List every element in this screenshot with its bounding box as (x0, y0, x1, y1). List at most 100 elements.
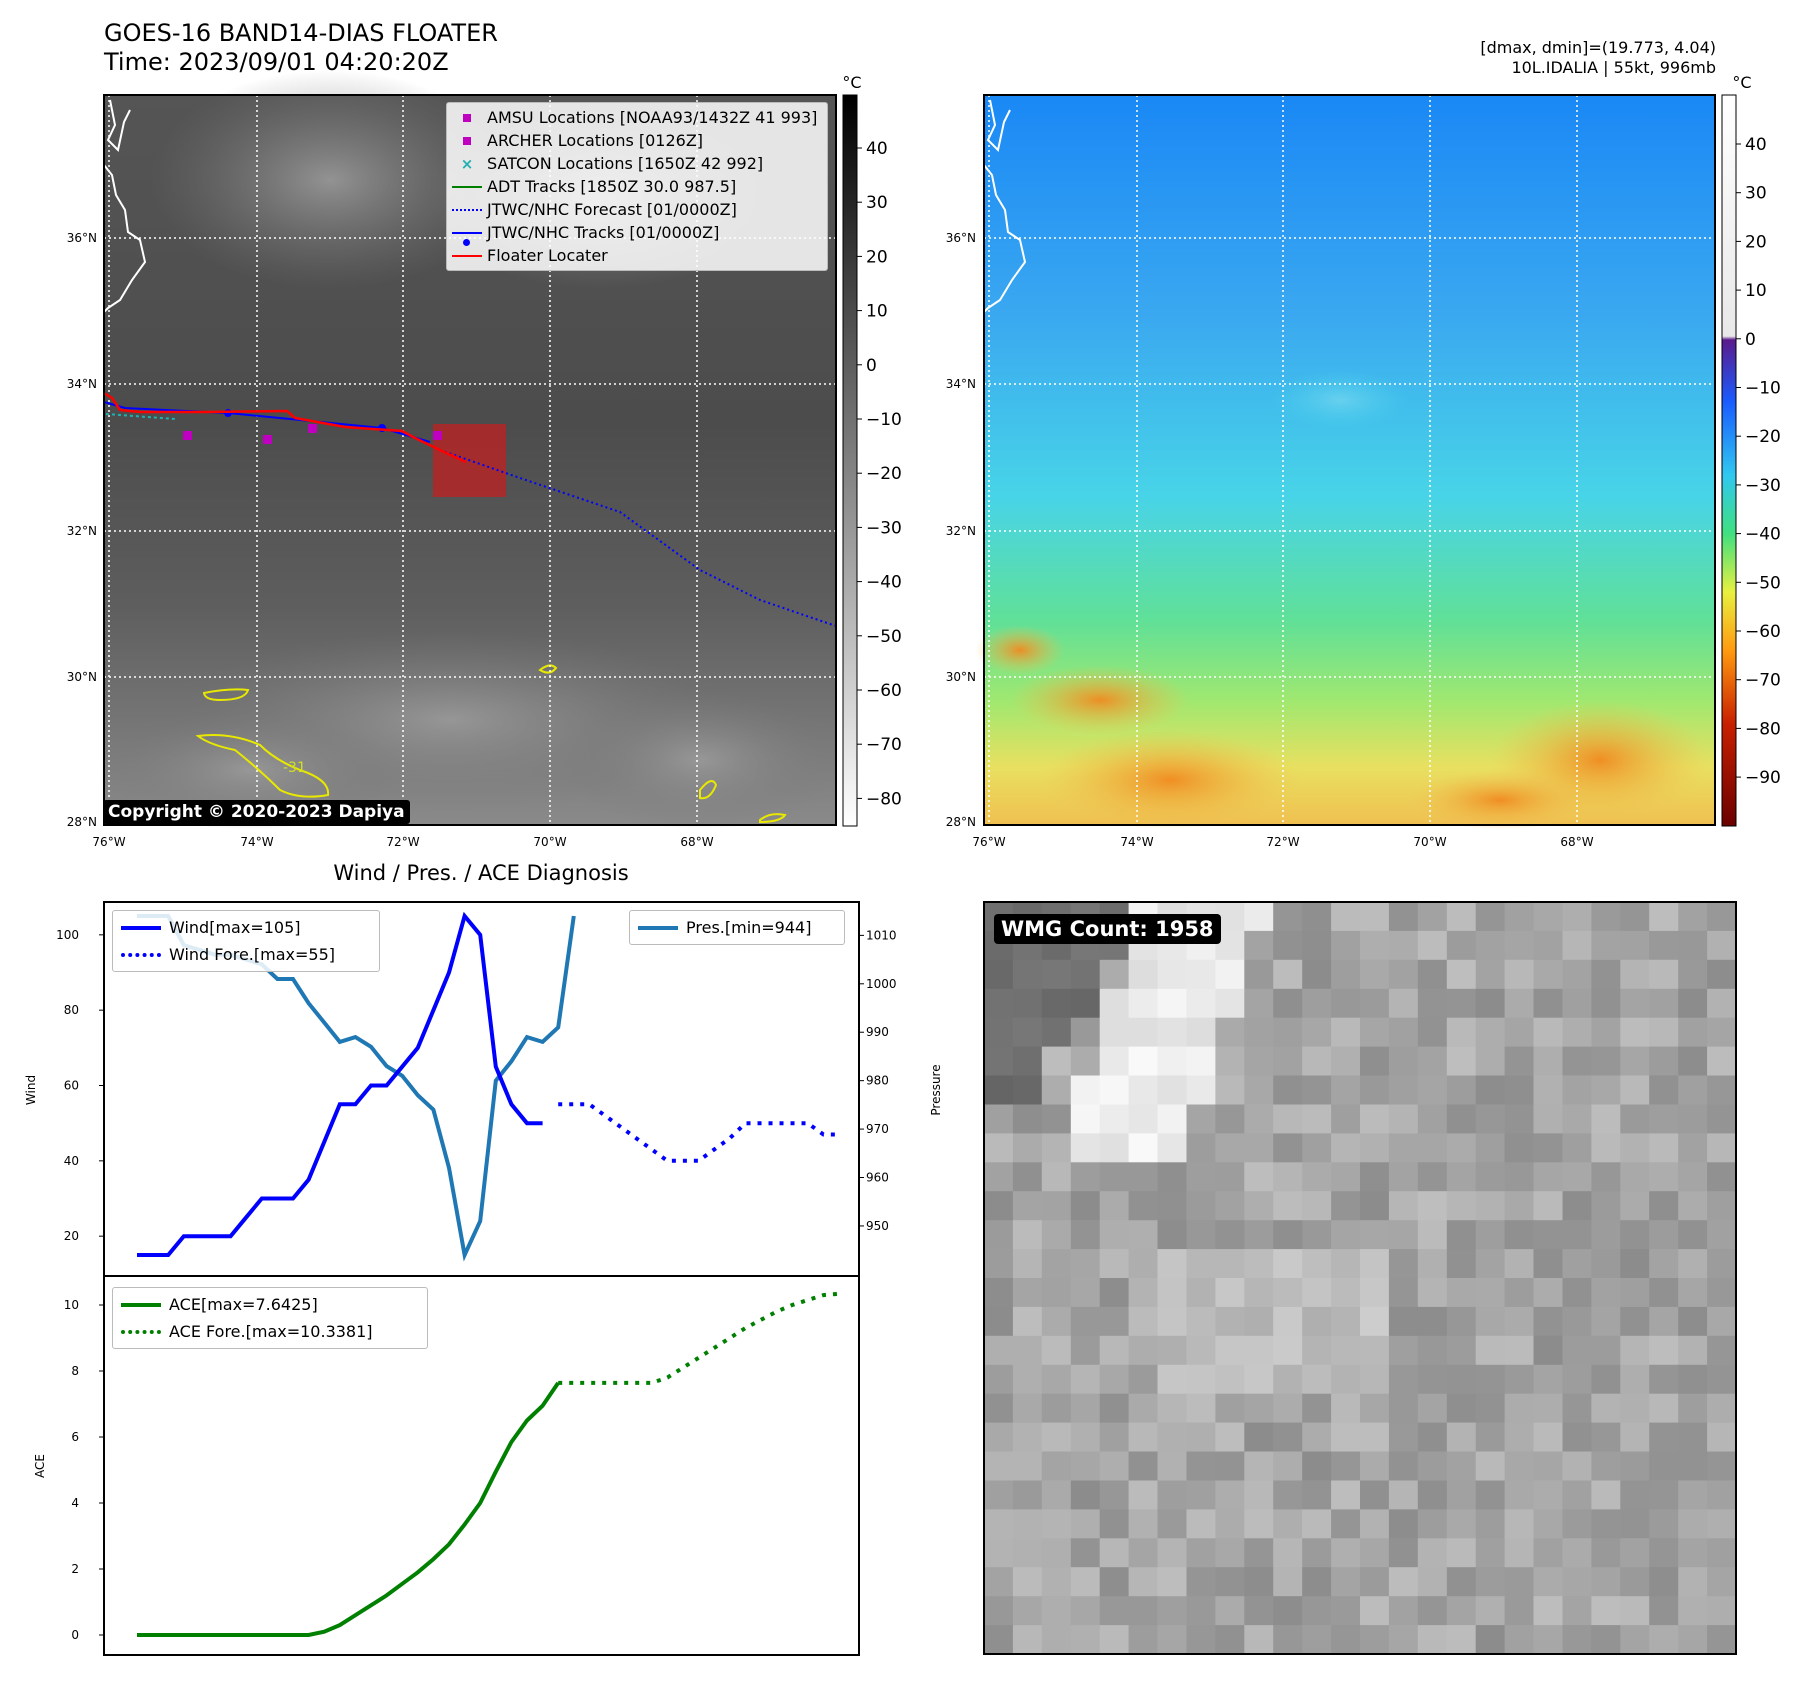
wmg-pixel (1533, 902, 1563, 932)
cold-cloud-contour (202, 688, 250, 702)
wmg-pixel (1012, 1191, 1043, 1221)
wmg-pixel (1070, 1278, 1101, 1308)
legend-entry-ace: ACE[max=7.6425] (113, 1291, 427, 1318)
wmg-pixel (1620, 1104, 1650, 1134)
wmg-pixel (1186, 1509, 1216, 1539)
wmg-pixel (1273, 1596, 1303, 1626)
wmg-pixel (1360, 959, 1390, 990)
colorbar-tick-label: 0 (1745, 330, 1756, 350)
wmg-pixel (1186, 988, 1216, 1019)
legend-label: Floater Locater (487, 246, 608, 265)
wmg-pixel (1070, 1306, 1101, 1337)
wmg-pixel (1504, 1480, 1534, 1510)
wmg-pixel (1302, 1625, 1332, 1655)
wmg-pixel (1244, 1364, 1274, 1395)
wmg-pixel (1707, 1596, 1737, 1626)
wmg-pixel (1475, 1538, 1506, 1568)
wmg-pixel (1707, 1422, 1737, 1452)
wmg-pixel (1128, 959, 1158, 990)
wmg-pixel (1012, 1133, 1043, 1163)
wmg-pixel (1504, 1538, 1534, 1568)
wmg-pixel (1504, 1046, 1534, 1076)
wmg-pixel (1649, 1509, 1679, 1539)
wmg-pixel (1041, 1335, 1072, 1366)
wmg-pixel (1475, 1625, 1506, 1655)
wmg-pixel (1649, 1191, 1679, 1221)
wmg-pixel (1678, 1220, 1708, 1250)
wmg-pixel (1099, 1278, 1130, 1308)
pressure-ylabel: Pressure (929, 1064, 943, 1115)
wmg-pixel (1562, 1075, 1592, 1105)
wmg-pixel (1157, 1509, 1187, 1539)
wmg-pixel (1070, 1451, 1101, 1481)
wmg-pixel (1099, 1364, 1130, 1395)
wmg-pixel (984, 1567, 1014, 1597)
wmg-pixel (1128, 1075, 1158, 1105)
wmg-pixel (1302, 1567, 1332, 1597)
wmg-pixel (1446, 1278, 1477, 1308)
wmg-pixel (1215, 1538, 1245, 1568)
wmg-pixel (1360, 902, 1390, 932)
wmg-pixel (1562, 1538, 1592, 1568)
wmg-pixel (1417, 1596, 1448, 1626)
ace-ytick-label: 6 (71, 1430, 79, 1444)
wmg-pixel (984, 1278, 1014, 1308)
legend-entry-amsu: AMSU Locations [NOAA93/1432Z 41 993] (447, 106, 827, 129)
wmg-pixel (1504, 902, 1534, 932)
wmg-pixel (1388, 1191, 1419, 1221)
wmg-pixel (1012, 1278, 1043, 1308)
wmg-pixel (1128, 1364, 1158, 1395)
wmg-pixel (1331, 959, 1361, 990)
wmg-pixel (1070, 1509, 1101, 1539)
wmg-pixel (1244, 1625, 1274, 1655)
legend-label: SATCON Locations [1650Z 42 992] (487, 154, 764, 173)
wmg-pixel (1331, 1625, 1361, 1655)
wmg-pixel (1360, 1364, 1390, 1395)
wmg-pixel (1099, 1509, 1130, 1539)
wmg-pixel (1649, 1220, 1679, 1250)
dotted-line-icon (113, 1329, 169, 1334)
color-colorbar-unit: °C (1732, 73, 1751, 92)
wmg-pixel (1446, 1133, 1477, 1163)
wmg-pixel (1302, 1451, 1332, 1481)
legend-entry-wind: Wind[max=105] (113, 914, 379, 941)
wmg-pixel (1388, 1596, 1419, 1626)
wmg-pixel (1533, 1162, 1563, 1192)
wmg-pixel (1446, 1596, 1477, 1626)
wmg-pixel (1244, 1451, 1274, 1481)
wmg-pixel (1244, 1538, 1274, 1568)
coastline (103, 164, 147, 313)
wmg-pixel (1012, 1364, 1043, 1395)
wmg-pixel (1533, 1480, 1563, 1510)
wmg-pixel (1331, 1393, 1361, 1424)
wmg-pixel (1157, 1306, 1187, 1337)
wmg-pixel (1099, 1625, 1130, 1655)
wmg-pixel (1620, 1393, 1650, 1424)
wmg-pixel (1649, 1538, 1679, 1568)
wmg-pixel (1012, 959, 1043, 990)
line-marker-icon (113, 1302, 169, 1307)
wmg-pixel (1707, 1162, 1737, 1192)
ace-forecast-line (558, 1291, 840, 1385)
wmg-pixel (1273, 1162, 1303, 1192)
wmg-pixel (1388, 1422, 1419, 1452)
wmg-pixel (1591, 1596, 1621, 1626)
wmg-pixel (1128, 1162, 1158, 1192)
wmg-pixel (1070, 1220, 1101, 1250)
wmg-pixel (1302, 1133, 1332, 1163)
wmg-pixel (1244, 1422, 1274, 1452)
wmg-pixel (1417, 1364, 1448, 1395)
wmg-pixel (1620, 1278, 1650, 1308)
wmg-pixel (1244, 1220, 1274, 1250)
wmg-pixel (1678, 1046, 1708, 1076)
wmg-pixel (1562, 930, 1592, 961)
wmg-pixel (1099, 1596, 1130, 1626)
wmg-pixel (1504, 1335, 1534, 1366)
wmg-pixel (1562, 1220, 1592, 1250)
wmg-pixel (1504, 1191, 1534, 1221)
wmg-pixel (1215, 1046, 1245, 1076)
colorbar-tick-label: −80 (1745, 719, 1781, 739)
wmg-pixel (1302, 1538, 1332, 1568)
wmg-pixel (1360, 1249, 1390, 1279)
wmg-pixel (1591, 1567, 1621, 1597)
